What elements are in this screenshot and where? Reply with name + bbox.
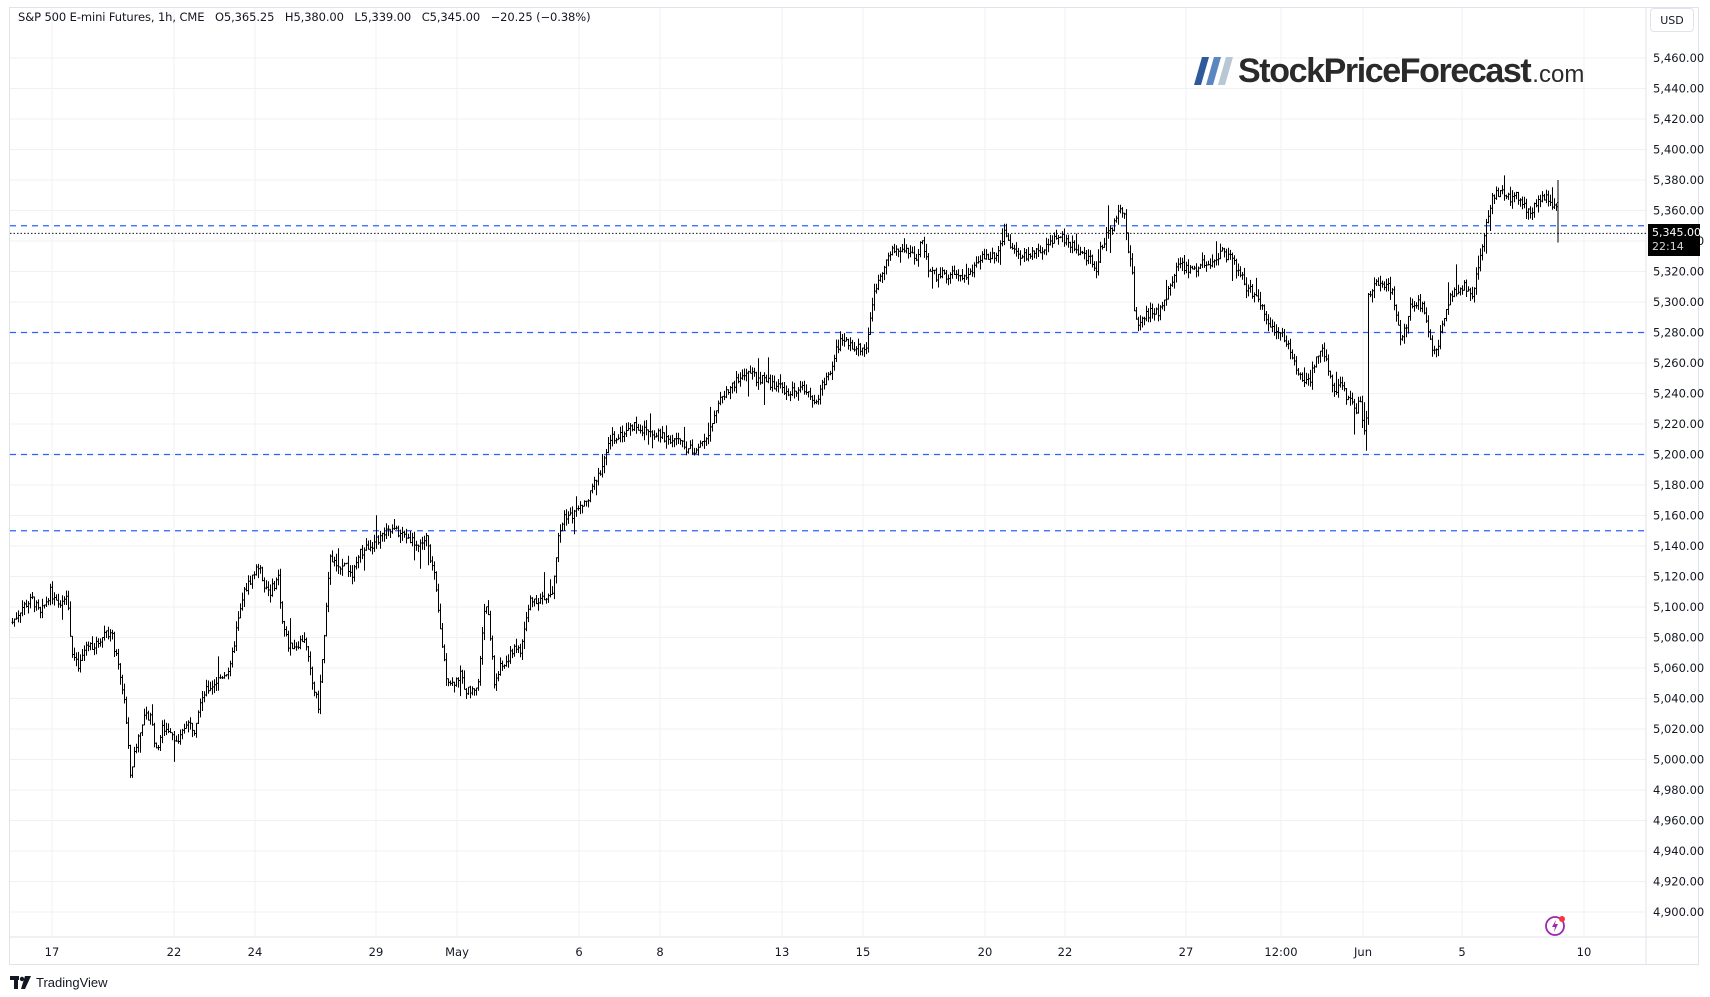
- high-value: H5,380.00: [284, 10, 344, 24]
- price-tick: 5,400.00: [1653, 143, 1704, 157]
- time-axis[interactable]: 17 22 24 29 May 6 8 13 15 20 22 27 12:00 Jun 5 10: [45, 945, 1592, 959]
- price-tick: 5,440.00: [1653, 82, 1704, 96]
- price-axis[interactable]: 5,460.00 5,440.00 5,420.00 5,400.00 5,380.00…: [1653, 51, 1704, 919]
- bar-countdown: 22:14: [1652, 240, 1684, 253]
- time-tick: 12:00: [1264, 945, 1297, 959]
- watermark-brand: StockPriceForecast: [1238, 52, 1532, 90]
- close-value: C5,345.00: [421, 10, 481, 24]
- time-tick: 10: [1577, 945, 1592, 959]
- price-tick: 5,080.00: [1653, 631, 1704, 645]
- time-tick: 27: [1179, 945, 1194, 959]
- price-tick: 5,020.00: [1653, 722, 1704, 736]
- price-tick: 5,280.00: [1653, 326, 1704, 340]
- price-tick: 4,980.00: [1653, 783, 1704, 797]
- last-price-badge: 5,345.00 22:14: [1648, 224, 1701, 256]
- price-tick: 5,180.00: [1653, 478, 1704, 492]
- price-tick: 5,320.00: [1653, 265, 1704, 279]
- price-tick: 5,380.00: [1653, 173, 1704, 187]
- currency-button[interactable]: USD: [1650, 8, 1694, 32]
- price-tick: 4,940.00: [1653, 844, 1704, 858]
- price-tick: 5,360.00: [1653, 204, 1704, 218]
- change-value: −20.25 (−0.38%): [490, 10, 591, 24]
- time-tick: May: [445, 945, 469, 959]
- price-tick: 5,060.00: [1653, 661, 1704, 675]
- price-tick: 5,260.00: [1653, 356, 1704, 370]
- price-tick: 4,960.00: [1653, 814, 1704, 828]
- price-tick: 5,420.00: [1653, 112, 1704, 126]
- alert-lightning-icon[interactable]: [1544, 914, 1568, 938]
- stockpriceforecast-watermark: StockPriceForecast .com: [1194, 52, 1584, 92]
- tradingview-label: TradingView: [36, 975, 108, 990]
- time-tick: 20: [978, 945, 993, 959]
- tradingview-branding[interactable]: TradingView: [10, 975, 108, 990]
- time-tick: 13: [775, 945, 790, 959]
- low-value: L5,339.00: [354, 10, 412, 24]
- price-tick: 5,160.00: [1653, 509, 1704, 523]
- time-tick: 6: [575, 945, 582, 959]
- price-tick: 5,000.00: [1653, 753, 1704, 767]
- price-tick: 5,460.00: [1653, 51, 1704, 65]
- watermark-domain: .com: [1532, 61, 1585, 88]
- tradingview-logo-icon: [10, 976, 31, 989]
- ohlc-bars: [11, 175, 1559, 778]
- chart-grid: [10, 8, 1699, 965]
- time-tick: 22: [1058, 945, 1073, 959]
- time-tick: 5: [1458, 945, 1465, 959]
- horizontal-levels: [10, 225, 1646, 532]
- price-tick: 5,200.00: [1653, 448, 1704, 462]
- price-tick: 5,300.00: [1653, 295, 1704, 309]
- price-tick: 4,900.00: [1653, 905, 1704, 919]
- price-tick: 5,220.00: [1653, 417, 1704, 431]
- time-tick: 24: [248, 945, 263, 959]
- open-value: O5,365.25: [214, 10, 275, 24]
- price-tick: 5,140.00: [1653, 539, 1704, 553]
- time-tick: Jun: [1353, 945, 1372, 959]
- time-tick: 8: [656, 945, 663, 959]
- price-tick: 5,240.00: [1653, 387, 1704, 401]
- time-tick: 29: [369, 945, 384, 959]
- symbol-title: S&P 500 E-mini Futures, 1h, CME: [18, 10, 205, 24]
- price-tick: 5,120.00: [1653, 570, 1704, 584]
- chart-frame: [9, 7, 1699, 965]
- time-tick: 17: [45, 945, 60, 959]
- time-tick: 22: [167, 945, 182, 959]
- time-tick: 15: [856, 945, 871, 959]
- symbol-legend: S&P 500 E-mini Futures, 1h, CME O5,365.2…: [18, 10, 597, 24]
- last-price-value: 5,345.00: [1652, 226, 1701, 239]
- price-tick: 5,100.00: [1653, 600, 1704, 614]
- price-tick: 5,040.00: [1653, 692, 1704, 706]
- brand-stripes-icon: [1194, 57, 1233, 85]
- price-tick: 4,920.00: [1653, 875, 1704, 889]
